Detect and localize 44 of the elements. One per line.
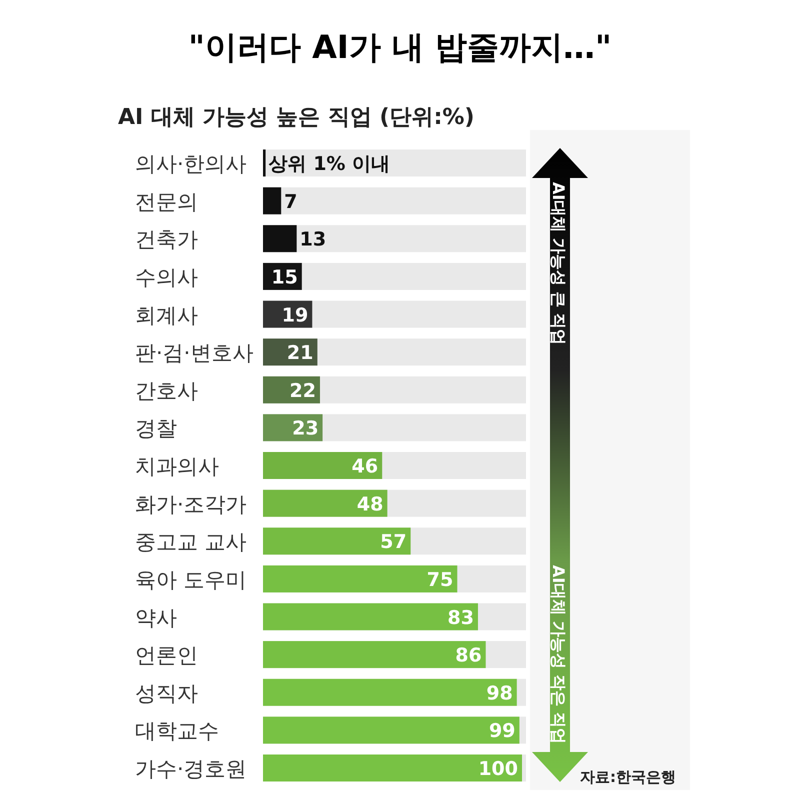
y-tick-label: 전문의 [135, 190, 198, 214]
y-tick-label: 대학교수 [135, 719, 219, 744]
bar [263, 716, 520, 744]
chart-title: "이러다 AI가 내 밥줄까지…" [188, 28, 612, 66]
y-tick-label: 판·검·변호사 [135, 341, 254, 366]
y-tick-label: 간호사 [135, 378, 198, 403]
y-tick-label: 치과의사 [135, 454, 219, 478]
text: 자료:한국은행 [580, 768, 676, 786]
y-tick-label: 수의사 [135, 265, 198, 290]
data-label: 7 [284, 190, 298, 213]
data-label: 22 [290, 380, 316, 402]
y-tick-label: 성직자 [135, 681, 198, 706]
y-tick-label: 의사·한의사 [135, 152, 247, 176]
y-tick-label: 경찰 [135, 416, 177, 441]
data-label: 23 [292, 418, 319, 440]
data-label: 99 [488, 720, 516, 742]
data-label: 98 [486, 682, 513, 704]
data-label: 상위 1% 이내 [268, 153, 390, 175]
data-label: 48 [356, 493, 384, 516]
bar [263, 225, 297, 252]
data-label: 19 [282, 304, 308, 326]
data-label: 21 [286, 342, 314, 364]
text: AI대체 가능성 작은 직업 [549, 565, 568, 744]
y-tick-label: 가수·경호원 [135, 757, 247, 781]
y-tick-label: 건축가 [135, 228, 198, 252]
data-label: 100 [478, 758, 518, 780]
y-tick-label: 화가·조각가 [135, 492, 247, 516]
bar [263, 754, 522, 782]
data-label: 57 [380, 531, 407, 554]
data-label: 13 [300, 228, 326, 251]
data-label: 15 [271, 266, 298, 288]
bar [263, 187, 282, 214]
data-label: 86 [455, 644, 482, 667]
text: AI대체 가능성 큰 직업 [549, 182, 568, 346]
bar [263, 150, 266, 176]
y-tick-label: 약사 [135, 606, 177, 630]
data-label: 75 [426, 568, 454, 591]
data-label: 83 [448, 606, 474, 629]
y-tick-label: 언론인 [135, 644, 198, 668]
y-tick-label: 육아 도우미 [135, 568, 247, 592]
chart-subtitle: AI 대체 가능성 높은 직업 (단위:%) [118, 105, 474, 130]
data-label: 46 [352, 456, 378, 478]
y-tick-label: 회계사 [135, 303, 198, 328]
y-tick-label: 중고교 교사 [135, 530, 247, 554]
